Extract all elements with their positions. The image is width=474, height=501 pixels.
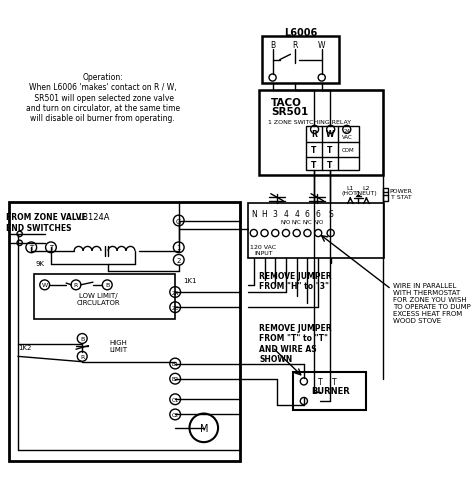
Text: 1K1: 1K1 [183,278,197,284]
Text: N/O: N/O [313,218,323,223]
Text: B: B [270,41,275,50]
Text: FROM ZONE VALVE
END SWITCHES: FROM ZONE VALVE END SWITCHES [6,213,87,232]
Text: 4: 4 [294,209,299,218]
Bar [383,189,388,201]
Bar [259,91,383,175]
Text: 1K2: 1K2 [18,345,32,351]
Text: T: T [318,377,322,386]
Bar [248,203,384,259]
Text: R: R [74,283,78,288]
Text: 1: 1 [176,245,181,251]
Text: REMOVE JUMPER
FROM "T" to "T"
AND WIRE AS
SHOWN: REMOVE JUMPER FROM "T" to "T" AND WIRE A… [259,323,332,363]
Text: 9K: 9K [36,260,45,266]
Text: C1: C1 [172,397,179,402]
Text: B1: B1 [172,361,179,366]
Text: L1
(HOT): L1 (HOT) [341,185,359,196]
Text: 1 ZONE SWITCHING RELAY: 1 ZONE SWITCHING RELAY [268,120,351,125]
Text: 24
VAC: 24 VAC [342,129,353,140]
Text: R: R [80,354,84,359]
Text: T: T [311,145,316,154]
Text: T: T [29,245,33,251]
Text: ZC: ZC [172,305,179,310]
Text: SR501: SR501 [271,107,308,117]
Text: 3: 3 [273,209,278,218]
Text: S: S [328,209,333,218]
Text: 2: 2 [176,258,181,264]
Text: L6006: L6006 [283,28,317,38]
Text: N/C: N/C [302,218,312,223]
Text: TACO: TACO [271,98,301,107]
Text: B2: B2 [172,376,179,381]
Text: G: G [176,218,182,224]
Text: M: M [200,423,208,433]
Text: B: B [80,336,84,341]
Text: T: T [327,160,332,169]
Text: N/C: N/C [292,218,301,223]
Text: W: W [42,283,48,288]
Text: L8124A: L8124A [78,212,109,221]
Text: 6: 6 [316,209,320,218]
Text: W: W [326,130,334,139]
Text: L2
(NEUT): L2 (NEUT) [356,185,377,196]
Bar [293,373,366,410]
Text: R: R [311,130,317,139]
Bar [9,202,239,461]
Text: W: W [318,41,326,50]
Text: C2: C2 [172,412,179,417]
Text: Operation:
When L6006 'makes' contact on R / W,
 SR501 will open selected zone v: Operation: When L6006 'makes' contact on… [26,73,180,123]
Text: COM: COM [341,147,354,152]
Text: B: B [105,283,109,288]
Text: T: T [311,160,316,169]
Text: T: T [332,377,337,386]
Text: ZR: ZR [172,290,179,295]
Bar [262,38,339,84]
Text: POWER
T STAT: POWER T STAT [390,189,412,200]
Text: HIGH
LIMIT: HIGH LIMIT [109,340,127,352]
Text: T: T [327,145,332,154]
Text: R: R [292,41,298,50]
Text: REMOVE JUMPER
FROM "H" to "3": REMOVE JUMPER FROM "H" to "3" [259,271,332,291]
Text: LOW LIMIT/
CIRCULATOR: LOW LIMIT/ CIRCULATOR [76,292,120,305]
Text: H: H [262,209,267,218]
Bar [34,275,175,319]
Text: WIRE IN PARALLEL
WITH THERMOSTAT
FOR ZONE YOU WISH
TO OPERATE TO DUMP
EXCESS HEA: WIRE IN PARALLEL WITH THERMOSTAT FOR ZON… [393,283,471,324]
Bar [306,127,359,171]
Text: N: N [251,209,257,218]
Text: N/O: N/O [281,218,291,223]
Text: 120 VAC
INPUT: 120 VAC INPUT [250,244,276,255]
Text: T: T [49,245,53,251]
Text: 6: 6 [305,209,310,218]
Text: 4: 4 [283,209,288,218]
Text: BURNER: BURNER [311,386,350,395]
